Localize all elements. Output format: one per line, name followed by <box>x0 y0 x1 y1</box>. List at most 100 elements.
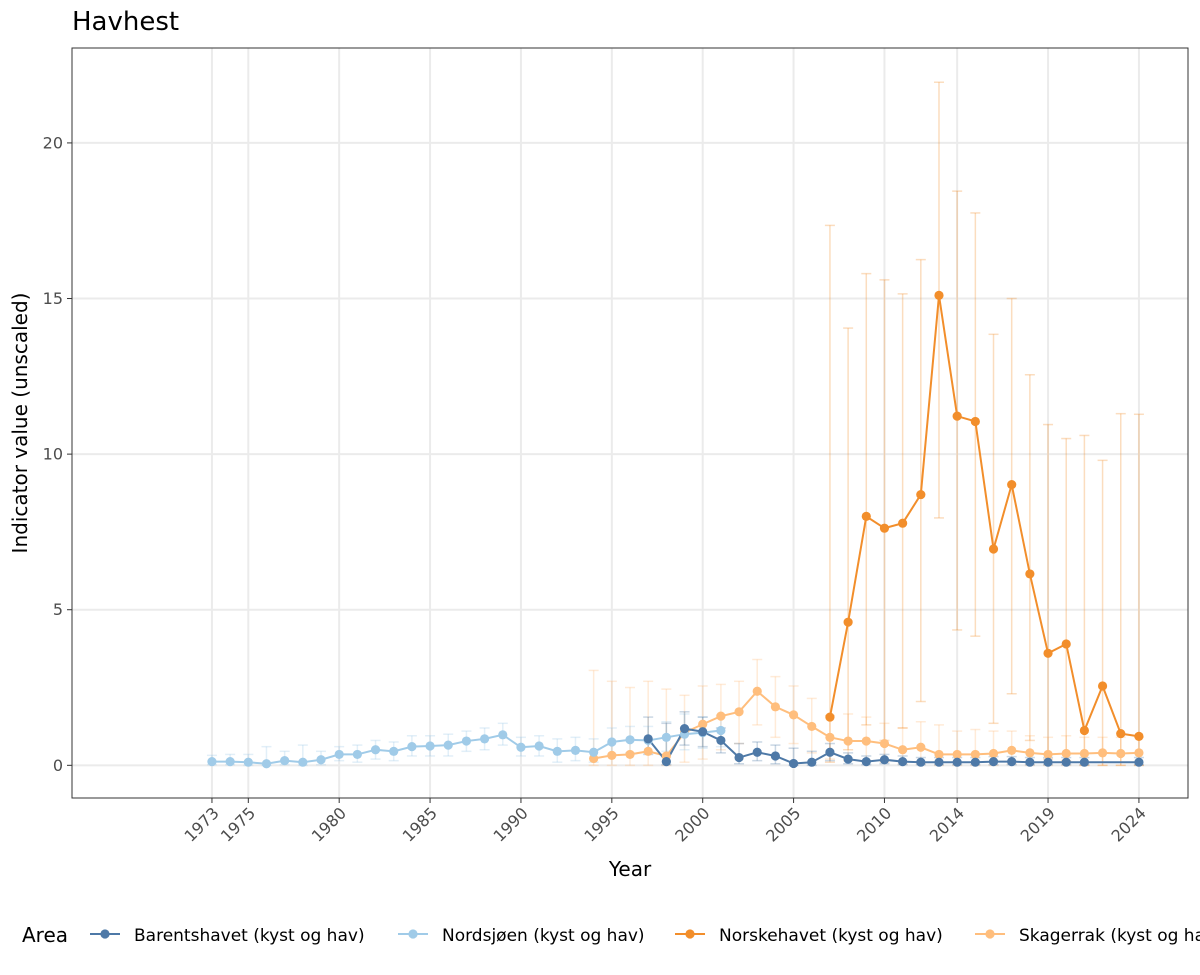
data-point <box>989 749 998 758</box>
data-point <box>807 758 816 767</box>
data-point <box>971 417 980 426</box>
legend-key-point <box>985 929 994 938</box>
data-point <box>371 745 380 754</box>
data-point <box>989 544 998 553</box>
data-point <box>462 736 471 745</box>
data-point <box>1062 749 1071 758</box>
data-point <box>734 753 743 762</box>
data-point <box>753 748 762 757</box>
data-point <box>844 754 853 763</box>
data-point <box>1007 746 1016 755</box>
legend-item: Barentshavet (kyst og hav) <box>90 926 365 946</box>
data-point <box>1098 681 1107 690</box>
data-point <box>207 757 216 766</box>
plot-panel-border <box>72 48 1188 798</box>
data-point <box>644 734 653 743</box>
data-points <box>207 291 1143 769</box>
data-point <box>753 687 762 696</box>
data-point <box>625 750 634 759</box>
y-tick-label: 10 <box>43 445 63 464</box>
data-point <box>716 736 725 745</box>
data-point <box>335 750 344 759</box>
errorbars-series-2 <box>825 82 1144 765</box>
data-point <box>1043 649 1052 658</box>
x-tick-label: 2010 <box>853 803 895 845</box>
legend-item: Skagerrak (kyst og hav) <box>975 926 1200 946</box>
data-point <box>1080 749 1089 758</box>
data-point <box>607 751 616 760</box>
y-axis-label: Indicator value (unscaled) <box>8 293 32 554</box>
legend-key-point <box>100 929 109 938</box>
y-tick-label: 20 <box>43 133 63 152</box>
x-tick-label: 2014 <box>926 803 968 845</box>
x-tick-label: 1980 <box>308 803 350 845</box>
series-lines <box>212 295 1139 763</box>
data-point <box>862 757 871 766</box>
data-point <box>407 742 416 751</box>
data-point <box>825 712 834 721</box>
data-point <box>789 710 798 719</box>
data-point <box>734 707 743 716</box>
data-point <box>680 724 689 733</box>
legend-key-point <box>685 929 694 938</box>
x-tick-label: 2019 <box>1017 803 1059 845</box>
data-point <box>244 758 253 767</box>
data-point <box>1007 757 1016 766</box>
data-point <box>1007 480 1016 489</box>
data-point <box>535 741 544 750</box>
data-point <box>1025 748 1034 757</box>
legend-title: Area <box>22 923 68 947</box>
data-point <box>353 750 362 759</box>
data-point <box>716 726 725 735</box>
x-tick-label: 2005 <box>762 803 804 845</box>
data-point <box>862 736 871 745</box>
data-point <box>880 739 889 748</box>
data-point <box>644 747 653 756</box>
data-point <box>880 755 889 764</box>
data-point <box>916 743 925 752</box>
legend: Area Barentshavet (kyst og hav) Nordsjøen… <box>22 923 1200 947</box>
y-tick-label: 15 <box>43 289 63 308</box>
data-point <box>1062 639 1071 648</box>
x-tick-label: 2024 <box>1108 803 1150 845</box>
error-bars <box>207 82 1144 765</box>
data-point <box>862 512 871 521</box>
grid-lines <box>72 48 1188 798</box>
legend-label: Norskehavet (kyst og hav) <box>719 926 943 946</box>
data-point <box>298 758 307 767</box>
data-point <box>1080 726 1089 735</box>
y-tick-label: 5 <box>53 600 63 619</box>
data-point <box>498 730 507 739</box>
data-point <box>771 702 780 711</box>
data-point <box>389 747 398 756</box>
data-point <box>1025 569 1034 578</box>
legend-label: Nordsjøen (kyst og hav) <box>442 926 645 946</box>
data-point <box>844 736 853 745</box>
data-point <box>444 740 453 749</box>
data-point <box>480 734 489 743</box>
data-point <box>971 758 980 767</box>
legend-item: Norskehavet (kyst og hav) <box>675 926 943 946</box>
data-point <box>589 748 598 757</box>
data-point <box>934 291 943 300</box>
data-point <box>989 757 998 766</box>
legend-label: Barentshavet (kyst og hav) <box>134 926 365 946</box>
series-line-2 <box>830 295 1139 736</box>
legend-key-point <box>408 929 417 938</box>
data-point <box>1043 758 1052 767</box>
x-axis-label: Year <box>608 857 652 881</box>
data-point <box>698 727 707 736</box>
data-point <box>898 745 907 754</box>
data-point <box>1025 758 1034 767</box>
chart-title: Havhest <box>72 7 179 37</box>
data-point <box>771 751 780 760</box>
data-point <box>553 747 562 756</box>
data-point <box>825 748 834 757</box>
data-point <box>662 733 671 742</box>
points-series-2 <box>825 291 1143 741</box>
data-point <box>571 746 580 755</box>
data-point <box>789 759 798 768</box>
data-point <box>825 733 834 742</box>
